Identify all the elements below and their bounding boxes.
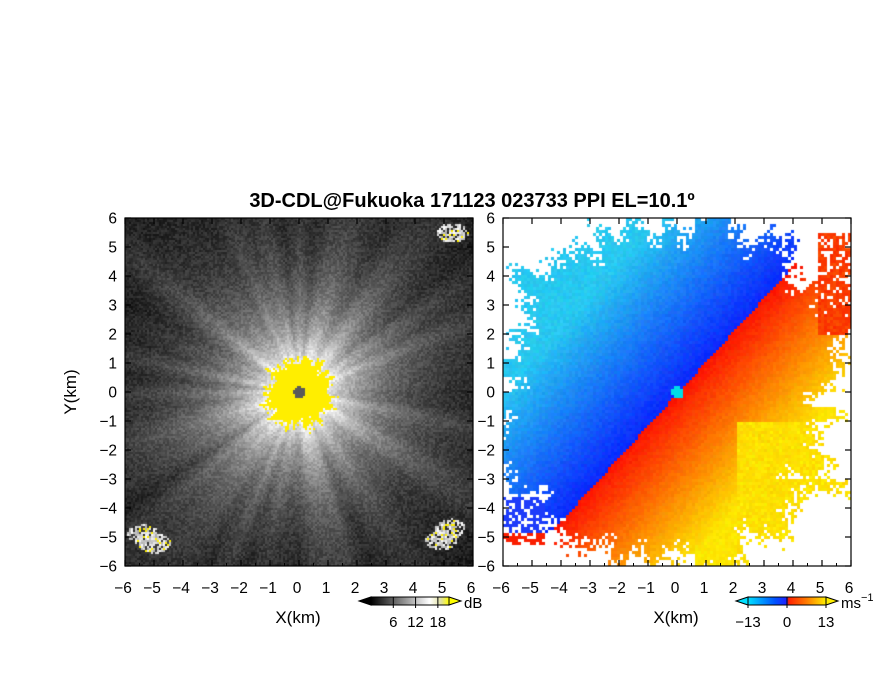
y-tick-label: 5 bbox=[486, 240, 495, 257]
x-tick-label: −6 bbox=[492, 580, 510, 597]
y-axis-label: Y(km) bbox=[61, 369, 80, 414]
y-tick-label: −1 bbox=[477, 414, 495, 431]
x-tick-label: 2 bbox=[351, 580, 360, 597]
y-tick-label: 1 bbox=[108, 356, 117, 373]
x-tick-label: 3 bbox=[380, 580, 389, 597]
velocity-field bbox=[503, 218, 851, 566]
y-tick-label: 1 bbox=[486, 356, 495, 373]
left-x-axis-ticks: −6 −5 −4 −3 −2 −1 0 1 2 3 4 5 6 bbox=[114, 218, 475, 597]
y-tick-label: 0 bbox=[108, 385, 117, 402]
colorbar-unit: dB bbox=[464, 595, 482, 612]
x-tick-label: −2 bbox=[608, 580, 626, 597]
y-tick-label: 3 bbox=[486, 298, 495, 315]
y-tick-label: 3 bbox=[108, 298, 117, 315]
x-tick-label: −5 bbox=[521, 580, 539, 597]
colorbar-tick-label: 12 bbox=[407, 614, 424, 631]
x-tick-label: 2 bbox=[729, 580, 738, 597]
x-tick-label: −2 bbox=[230, 580, 248, 597]
y-tick-label: −6 bbox=[477, 559, 495, 576]
x-tick-label: 6 bbox=[845, 580, 854, 597]
y-tick-label: 5 bbox=[108, 240, 117, 257]
x-tick-label: 0 bbox=[671, 580, 680, 597]
colorbar-tick-label: 6 bbox=[389, 614, 397, 631]
y-tick-label: −4 bbox=[477, 501, 495, 518]
colorbar-gradient bbox=[370, 596, 450, 606]
x-tick-label: −6 bbox=[114, 580, 132, 597]
colorbar-low-arrow bbox=[357, 596, 372, 606]
reflectivity-field bbox=[125, 218, 473, 566]
x-tick-label: −4 bbox=[172, 580, 190, 597]
x-tick-label: 3 bbox=[758, 580, 767, 597]
colorbar-high-arrow bbox=[448, 596, 463, 606]
velocity-colorbar: −13 0 13 ms−1 bbox=[734, 592, 874, 631]
colorbar-high-arrow bbox=[825, 596, 840, 606]
right-x-axis-ticks: −6 −5 −4 −3 −2 −1 0 1 2 3 4 5 6 bbox=[492, 218, 853, 597]
y-tick-label: 6 bbox=[486, 211, 495, 228]
y-tick-label: 2 bbox=[108, 327, 117, 344]
x-tick-label: −3 bbox=[201, 580, 219, 597]
y-tick-label: 2 bbox=[486, 327, 495, 344]
x-tick-label: 5 bbox=[438, 580, 447, 597]
right-x-axis-label: X(km) bbox=[653, 608, 698, 627]
y-tick-label: −6 bbox=[99, 559, 117, 576]
x-tick-label: −1 bbox=[259, 580, 277, 597]
right-y-axis-ticks: −6 −5 −4 −3 −2 −1 0 1 2 3 4 5 6 bbox=[477, 211, 851, 576]
x-tick-label: −1 bbox=[637, 580, 655, 597]
reflectivity-colorbar: 6 12 18 dB bbox=[357, 595, 482, 631]
x-tick-label: −3 bbox=[579, 580, 597, 597]
colorbar-low-arrow bbox=[734, 596, 749, 606]
colorbar-tick-label: −13 bbox=[735, 614, 760, 631]
y-tick-label: 4 bbox=[108, 269, 117, 286]
colorbar-unit-exponent: −1 bbox=[861, 592, 874, 604]
y-tick-label: −2 bbox=[99, 443, 117, 460]
x-tick-label: 1 bbox=[322, 580, 331, 597]
x-tick-label: 5 bbox=[816, 580, 825, 597]
x-tick-label: −5 bbox=[143, 580, 161, 597]
y-tick-label: −5 bbox=[477, 530, 495, 547]
y-tick-label: 4 bbox=[486, 269, 495, 286]
colorbar-tick-label: 13 bbox=[818, 614, 835, 631]
x-tick-label: 1 bbox=[700, 580, 709, 597]
x-tick-label: 0 bbox=[293, 580, 302, 597]
chart-title: 3D-CDL@Fukuoka 171123 023733 PPI EL=10.1… bbox=[249, 190, 694, 212]
y-tick-label: −1 bbox=[99, 414, 117, 431]
y-tick-label: −3 bbox=[477, 472, 495, 489]
y-tick-label: −4 bbox=[99, 501, 117, 518]
colorbar-unit: ms−1 bbox=[841, 592, 874, 612]
colorbar-tick-label: 18 bbox=[430, 614, 447, 631]
reflectivity-panel: −6 −5 −4 −3 −2 −1 0 1 2 3 4 5 6 −6−5−4−3−2−10123456 … bbox=[61, 211, 475, 628]
x-tick-label: 4 bbox=[409, 580, 418, 597]
velocity-panel: −6 −5 −4 −3 −2 −1 0 1 2 3 4 5 6 −6−5−4−3−2−10123456 … bbox=[477, 211, 853, 628]
y-tick-label: −3 bbox=[99, 472, 117, 489]
x-tick-label: 6 bbox=[467, 580, 476, 597]
y-tick-label: 6 bbox=[108, 211, 117, 228]
x-tick-label: 4 bbox=[787, 580, 796, 597]
y-tick-label: −2 bbox=[477, 443, 495, 460]
left-y-axis-ticks: −6 −5 −4 −3 −2 −1 0 1 2 3 4 5 6 bbox=[99, 211, 473, 576]
y-tick-label: 0 bbox=[486, 385, 495, 402]
left-x-axis-label: X(km) bbox=[275, 608, 320, 627]
x-tick-label: −4 bbox=[550, 580, 568, 597]
y-tick-label: −5 bbox=[99, 530, 117, 547]
colorbar-tick-label: 0 bbox=[783, 614, 791, 631]
